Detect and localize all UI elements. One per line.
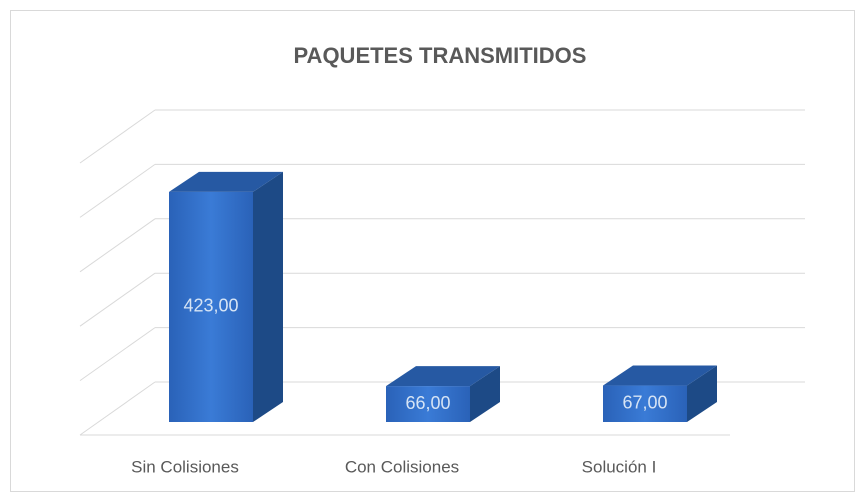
bar-top — [386, 366, 500, 387]
chart-title: PAQUETES TRANSMITIDOS — [294, 43, 587, 68]
side-grid-line — [79, 272, 156, 327]
value-label: 67,00 — [622, 393, 667, 413]
bar — [386, 386, 470, 422]
x-tick-label: Sin Colisiones — [131, 457, 239, 476]
bar — [169, 191, 253, 422]
bars: Sin Colisiones 423,00 Con Colisiones 66,00 S… — [131, 171, 717, 476]
bar — [603, 385, 687, 422]
x-tick-label: Solución I — [582, 457, 657, 476]
side-grid-line — [79, 218, 156, 273]
side-grid-line — [79, 381, 156, 436]
x-tick-label: Con Colisiones — [345, 457, 459, 476]
value-label: 423,00 — [183, 296, 238, 316]
bar-top — [603, 365, 717, 386]
bar-side — [470, 366, 500, 422]
side-grid-line — [79, 163, 156, 218]
value-label: 66,00 — [405, 393, 450, 413]
side-grid-line — [79, 327, 156, 382]
bar-side — [687, 365, 717, 422]
side-grid-line — [79, 109, 156, 164]
bar-side — [253, 171, 283, 422]
bar-top — [169, 171, 283, 192]
